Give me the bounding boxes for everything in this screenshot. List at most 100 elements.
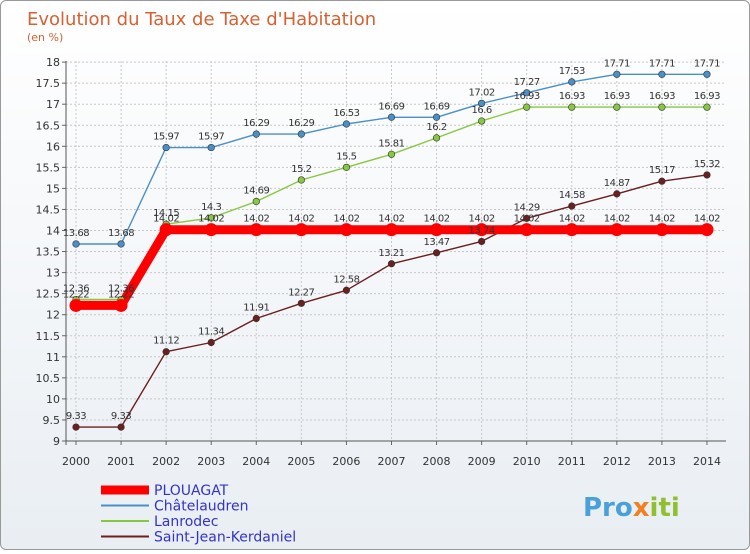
legend-label: PLOUAGAT	[154, 483, 229, 499]
data-point-0	[114, 298, 128, 312]
data-point-3	[342, 286, 351, 294]
data-label-2: 16.2	[426, 122, 446, 133]
legend: PLOUAGATChâtelaudrenLanrodecSaint-Jean-K…	[101, 483, 296, 546]
data-label-2: 16.93	[559, 91, 585, 102]
chart-title: Evolution du Taux de Taxe d'Habitation	[27, 9, 376, 30]
data-label-1: 13.68	[108, 228, 134, 239]
y-tick-label: 18	[46, 56, 60, 69]
data-label-3: 14.29	[514, 202, 540, 213]
x-tick-label: 2011	[558, 455, 586, 468]
data-label-0: 14.02	[333, 214, 359, 225]
data-point-1	[523, 89, 531, 97]
axes: 9 9.5 10 10.5 11 11.5 12 12.5 13 13.5 14 14.5 15 15.5…	[36, 56, 726, 468]
data-label-0: 14.02	[694, 214, 720, 225]
data-label-0: 14.02	[559, 214, 585, 225]
data-label-3: 11.34	[198, 326, 224, 337]
data-label-0: 14.02	[198, 214, 224, 225]
data-point-0	[655, 223, 669, 237]
data-point-3	[207, 338, 215, 347]
data-label-1: 17.02	[469, 87, 495, 98]
data-point-2	[568, 103, 576, 111]
data-label-3: 11.91	[243, 302, 269, 313]
data-point-2	[432, 134, 441, 142]
legend-label: Saint-Jean-Kerdaniel	[154, 530, 296, 546]
data-label-3: 13.21	[378, 248, 404, 259]
y-tick-label: 12	[46, 309, 60, 322]
legend-label: Lanrodec	[154, 514, 218, 530]
data-label-2: 15.2	[291, 164, 311, 175]
data-label-2: 16.93	[649, 91, 675, 102]
y-tick-label: 9.5	[43, 414, 61, 427]
x-tick-label: 2012	[603, 455, 631, 468]
data-label-2: 16.93	[604, 91, 630, 102]
data-point-1	[72, 240, 80, 248]
data-point-1	[568, 78, 576, 86]
x-tick-label: 2002	[152, 455, 180, 468]
data-point-1	[207, 143, 215, 152]
data-point-3	[478, 237, 486, 246]
data-label-1: 16.69	[423, 101, 449, 112]
data-point-2	[703, 103, 711, 111]
data-label-1: 17.71	[694, 58, 720, 69]
data-label-0: 14.02	[649, 214, 675, 225]
data-point-2	[387, 150, 396, 158]
data-point-2	[523, 103, 531, 111]
grid	[66, 61, 726, 442]
chart-subtitle: (en %)	[27, 31, 63, 44]
data-label-0: 14.02	[604, 214, 630, 225]
data-label-3: 9.33	[111, 411, 131, 422]
data-point-3	[432, 249, 441, 257]
x-tick-label: 2013	[648, 455, 676, 468]
data-point-3	[703, 171, 711, 179]
data-point-0	[294, 223, 308, 237]
data-label-1: 17.27	[514, 77, 540, 88]
data-point-1	[703, 70, 711, 78]
data-point-1	[342, 120, 351, 128]
x-tick-label: 2007	[377, 455, 405, 468]
data-point-0	[159, 223, 173, 237]
data-point-1	[478, 99, 486, 107]
data-label-2: 15.5	[336, 151, 356, 162]
data-label-2: 12.36	[63, 284, 89, 295]
x-tick-label: 2004	[242, 455, 270, 468]
data-label-1: 16.29	[288, 118, 314, 129]
data-point-3	[613, 190, 621, 198]
data-point-1	[162, 143, 170, 152]
data-labels: 12.22 12.22 14.02 14.02 14.02 14.02 14.02 14.02…	[63, 58, 721, 422]
data-point-1	[252, 130, 260, 138]
data-label-3: 14.87	[604, 178, 630, 189]
data-point-3	[658, 177, 666, 185]
data-label-2: 14.69	[243, 185, 269, 196]
data-point-1	[297, 130, 305, 138]
data-point-3	[568, 202, 576, 210]
y-tick-label: 13	[46, 267, 60, 280]
y-tick-label: 15.5	[36, 161, 61, 174]
data-label-1: 16.29	[243, 118, 269, 129]
data-label-2: 12.36	[108, 284, 134, 295]
data-label-1: 16.53	[333, 108, 359, 119]
y-tick-label: 15	[46, 182, 60, 195]
x-tick-label: 2009	[468, 455, 496, 468]
data-label-3: 14.58	[559, 190, 585, 201]
data-point-0	[430, 223, 444, 237]
data-label-2: 14.3	[201, 202, 221, 213]
data-point-1	[432, 113, 441, 121]
logo-part-3: iti	[650, 493, 680, 523]
data-label-0: 14.02	[423, 214, 449, 225]
x-tick-label: 2005	[287, 455, 315, 468]
data-label-2: 16.93	[694, 91, 720, 102]
proxiti-logo: Proxiti	[583, 493, 680, 523]
data-point-1	[658, 70, 666, 78]
data-label-1: 17.53	[559, 66, 585, 77]
data-point-3	[252, 314, 260, 323]
y-tick-label: 16.5	[36, 119, 61, 132]
data-label-1: 13.68	[63, 228, 89, 239]
series-points	[69, 70, 714, 431]
x-tick-label: 2003	[197, 455, 225, 468]
data-label-0: 14.02	[153, 214, 179, 225]
data-point-2	[342, 163, 351, 171]
y-tick-label: 13.5	[36, 246, 61, 259]
y-tick-label: 9	[53, 435, 60, 448]
data-label-3: 13.47	[423, 237, 449, 248]
